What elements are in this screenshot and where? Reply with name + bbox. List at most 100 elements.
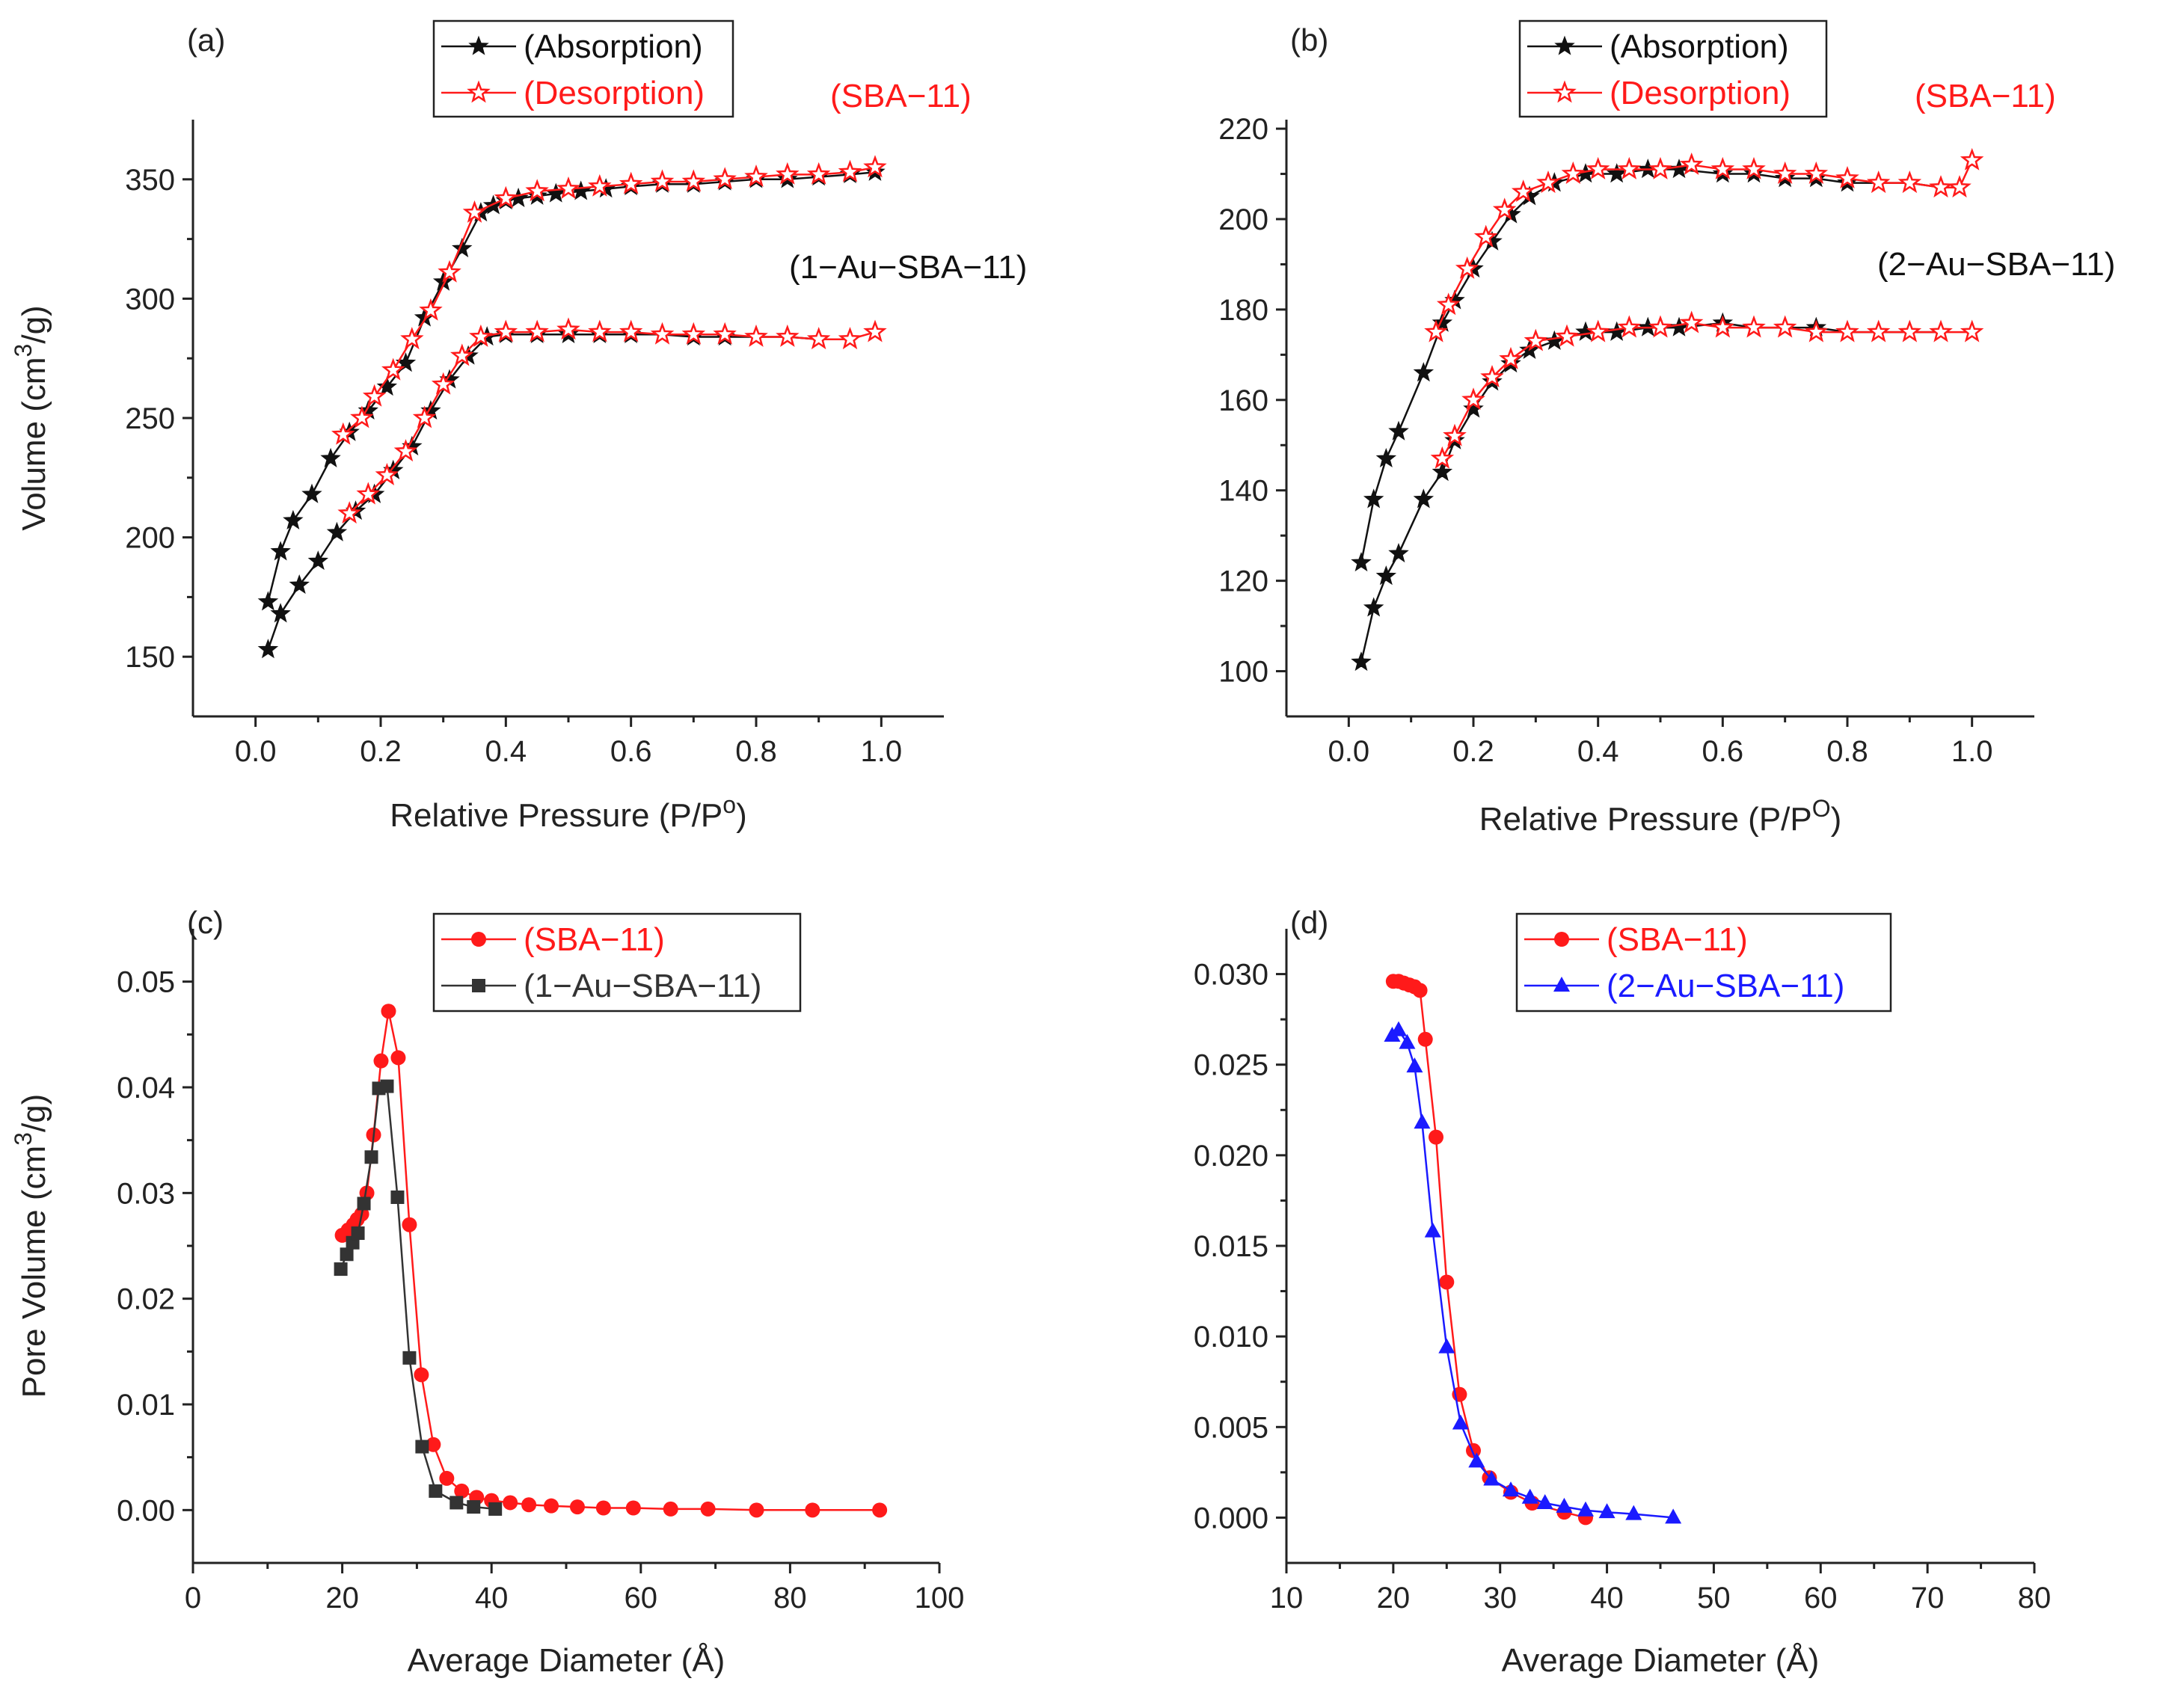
series-line bbox=[341, 1010, 880, 1511]
data-point bbox=[1536, 171, 1560, 194]
y-tick-label: 0.015 bbox=[1194, 1230, 1268, 1263]
data-point bbox=[625, 1500, 641, 1516]
data-point bbox=[1375, 447, 1397, 468]
data-point bbox=[494, 319, 518, 342]
data-point bbox=[359, 1185, 375, 1201]
x-axis-title: Average Diameter (Å) bbox=[1502, 1642, 1820, 1679]
x-tick-label: 40 bbox=[475, 1582, 509, 1615]
legend-marker bbox=[1554, 35, 1575, 55]
series-line bbox=[1391, 1028, 1674, 1519]
data-point bbox=[393, 439, 418, 462]
data-point bbox=[1625, 1505, 1642, 1520]
data-point bbox=[431, 372, 455, 395]
data-point bbox=[412, 405, 437, 428]
y-tick-label: 300 bbox=[125, 283, 175, 316]
data-point bbox=[452, 237, 473, 258]
chart-panel-d: (d) 10 20 30 40 50 60 70 80 0.000 0.005 0.010 0.015 0… bbox=[1194, 905, 2051, 1679]
legend-marker bbox=[472, 979, 485, 992]
data-point bbox=[1665, 1508, 1682, 1524]
data-point bbox=[1804, 319, 1829, 342]
data-point bbox=[356, 482, 380, 505]
data-point bbox=[1606, 163, 1627, 183]
data-point bbox=[1866, 171, 1891, 194]
data-point bbox=[1897, 319, 1922, 342]
data-point bbox=[331, 422, 355, 445]
data-point bbox=[1929, 319, 1953, 342]
data-point bbox=[744, 165, 768, 187]
data-point bbox=[1804, 161, 1829, 184]
legend-marker bbox=[467, 80, 491, 103]
data-point bbox=[776, 324, 800, 347]
data-point bbox=[650, 169, 675, 192]
data-point bbox=[375, 463, 399, 485]
y-tick-label: 160 bbox=[1218, 384, 1268, 417]
legend-box bbox=[432, 912, 802, 1013]
x-tick-label: 60 bbox=[1804, 1582, 1838, 1615]
x-tick-label: 40 bbox=[1590, 1582, 1624, 1615]
legend-label: (Desorption) bbox=[1610, 75, 1791, 111]
data-point bbox=[1429, 1129, 1443, 1145]
data-point bbox=[569, 1499, 585, 1515]
x-axis-title-main: Relative Pressure (P/P bbox=[1479, 801, 1812, 838]
series-line bbox=[267, 171, 876, 603]
y-tick-label: 0.01 bbox=[117, 1389, 175, 1422]
data-point bbox=[454, 1483, 470, 1499]
data-point bbox=[1929, 175, 1953, 198]
data-point bbox=[283, 509, 304, 529]
x-tick-label: 0.0 bbox=[235, 735, 277, 768]
data-point bbox=[381, 357, 405, 381]
x-tick-label: 0.8 bbox=[735, 735, 777, 768]
x-axis-title-main: Average Diameter (Å) bbox=[1502, 1642, 1820, 1679]
data-point bbox=[381, 1004, 396, 1019]
data-point bbox=[1473, 224, 1498, 248]
series-line bbox=[1393, 980, 1586, 1519]
series-line bbox=[1441, 322, 1972, 460]
data-point bbox=[1363, 597, 1384, 617]
data-point bbox=[257, 639, 279, 659]
data-point bbox=[1414, 1113, 1431, 1129]
data-point bbox=[1742, 315, 1766, 338]
y-axis-title-main: Volume (cm bbox=[16, 357, 52, 530]
data-point bbox=[1499, 346, 1523, 369]
x-tick-label: 30 bbox=[1483, 1582, 1517, 1615]
y-tick-label: 350 bbox=[125, 164, 175, 197]
data-point bbox=[1412, 983, 1428, 998]
data-point bbox=[1586, 319, 1610, 342]
data-point bbox=[402, 1217, 417, 1232]
y-tick-label: 0.005 bbox=[1194, 1411, 1268, 1444]
legend-marker bbox=[1554, 932, 1569, 947]
data-point bbox=[376, 376, 398, 396]
data-point bbox=[1710, 315, 1735, 338]
data-point bbox=[556, 176, 580, 200]
data-point bbox=[1617, 315, 1642, 338]
data-point bbox=[1556, 1497, 1573, 1513]
series-3 bbox=[1430, 310, 1984, 469]
x-tick-label: 80 bbox=[773, 1582, 807, 1615]
data-point bbox=[1524, 328, 1548, 351]
x-axis-title-main: Average Diameter (Å) bbox=[408, 1642, 725, 1679]
data-point bbox=[439, 1470, 455, 1486]
y-tick-label: 0.030 bbox=[1194, 959, 1268, 992]
legend: (Absorption) (Desorption) bbox=[432, 19, 734, 118]
x-tick-label: 0.4 bbox=[485, 735, 527, 768]
series-line bbox=[1360, 322, 1941, 663]
x-tick-label: 50 bbox=[1697, 1582, 1731, 1615]
x-axis-title: Relative Pressure (P/PO) bbox=[1479, 795, 1842, 838]
data-point bbox=[503, 1495, 518, 1511]
data-point bbox=[390, 1050, 406, 1066]
data-point bbox=[351, 1226, 365, 1241]
data-point bbox=[426, 1437, 441, 1452]
x-tick-label: 10 bbox=[1270, 1582, 1304, 1615]
x-tick-label: 20 bbox=[325, 1582, 359, 1615]
legend-marker bbox=[1553, 977, 1570, 992]
data-point bbox=[1960, 147, 1984, 171]
data-point bbox=[1375, 565, 1397, 586]
data-point bbox=[650, 322, 675, 345]
data-point bbox=[806, 327, 831, 350]
x-axis-title-sup: O bbox=[1812, 795, 1831, 822]
data-point bbox=[415, 1440, 429, 1454]
data-point bbox=[449, 1496, 464, 1510]
data-point bbox=[362, 384, 387, 407]
data-point bbox=[713, 322, 737, 345]
